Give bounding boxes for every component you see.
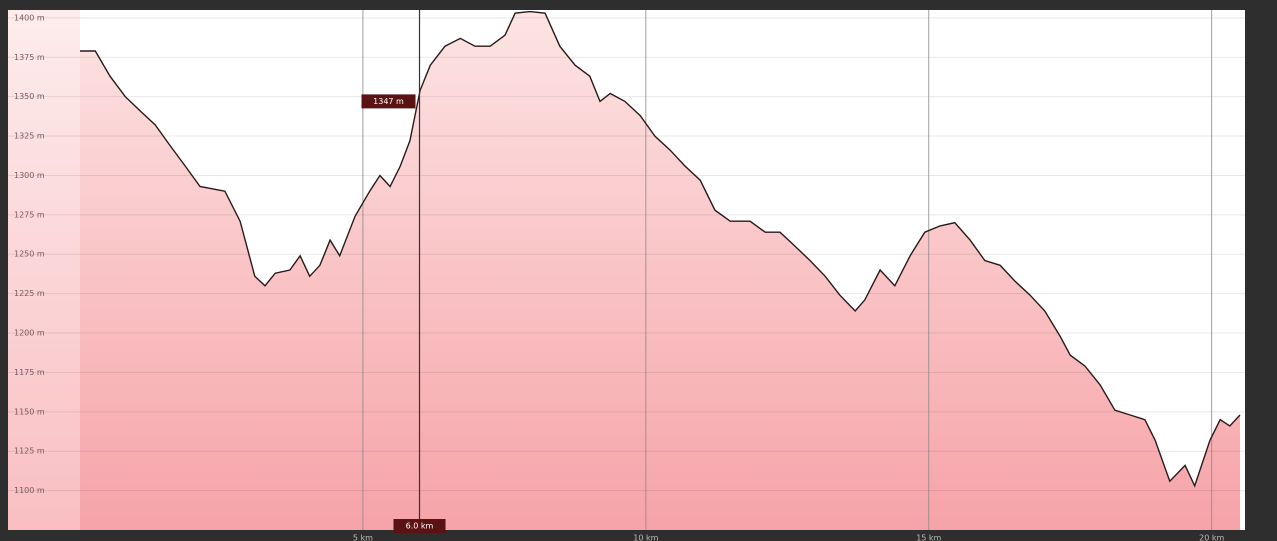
y-tick-label: 1225 m xyxy=(14,289,45,298)
y-tick-label: 1175 m xyxy=(14,368,45,377)
area-fill xyxy=(80,11,1240,531)
elevation-line xyxy=(80,10,1241,488)
label-column xyxy=(8,10,80,530)
x-tick-label: 20 km xyxy=(1199,534,1224,541)
y-tick-label: 1275 m xyxy=(14,210,45,219)
y-tick-label: 1125 m xyxy=(14,447,45,456)
y-tick-label: 1100 m xyxy=(14,486,45,495)
cursor-x-label: 6.0 km xyxy=(406,522,434,531)
x-tick-label: 15 km xyxy=(916,534,941,541)
y-tick-label: 1325 m xyxy=(14,132,45,141)
y-tick-label: 1350 m xyxy=(14,92,45,101)
x-tick-label: 5 km xyxy=(353,534,373,541)
y-tick-label: 1400 m xyxy=(14,13,45,22)
y-tick-label: 1300 m xyxy=(14,171,45,180)
cursor-x-box xyxy=(393,519,446,533)
y-tick-label: 1250 m xyxy=(14,250,45,259)
y-tick-label: 1375 m xyxy=(14,53,45,62)
y-tick-label: 1200 m xyxy=(14,329,45,338)
x-tick-label: 10 km xyxy=(633,534,658,541)
y-tick-label: 1150 m xyxy=(14,407,45,416)
cursor-y-label: 1347 m xyxy=(373,97,404,106)
cursor-y-box xyxy=(361,94,416,109)
